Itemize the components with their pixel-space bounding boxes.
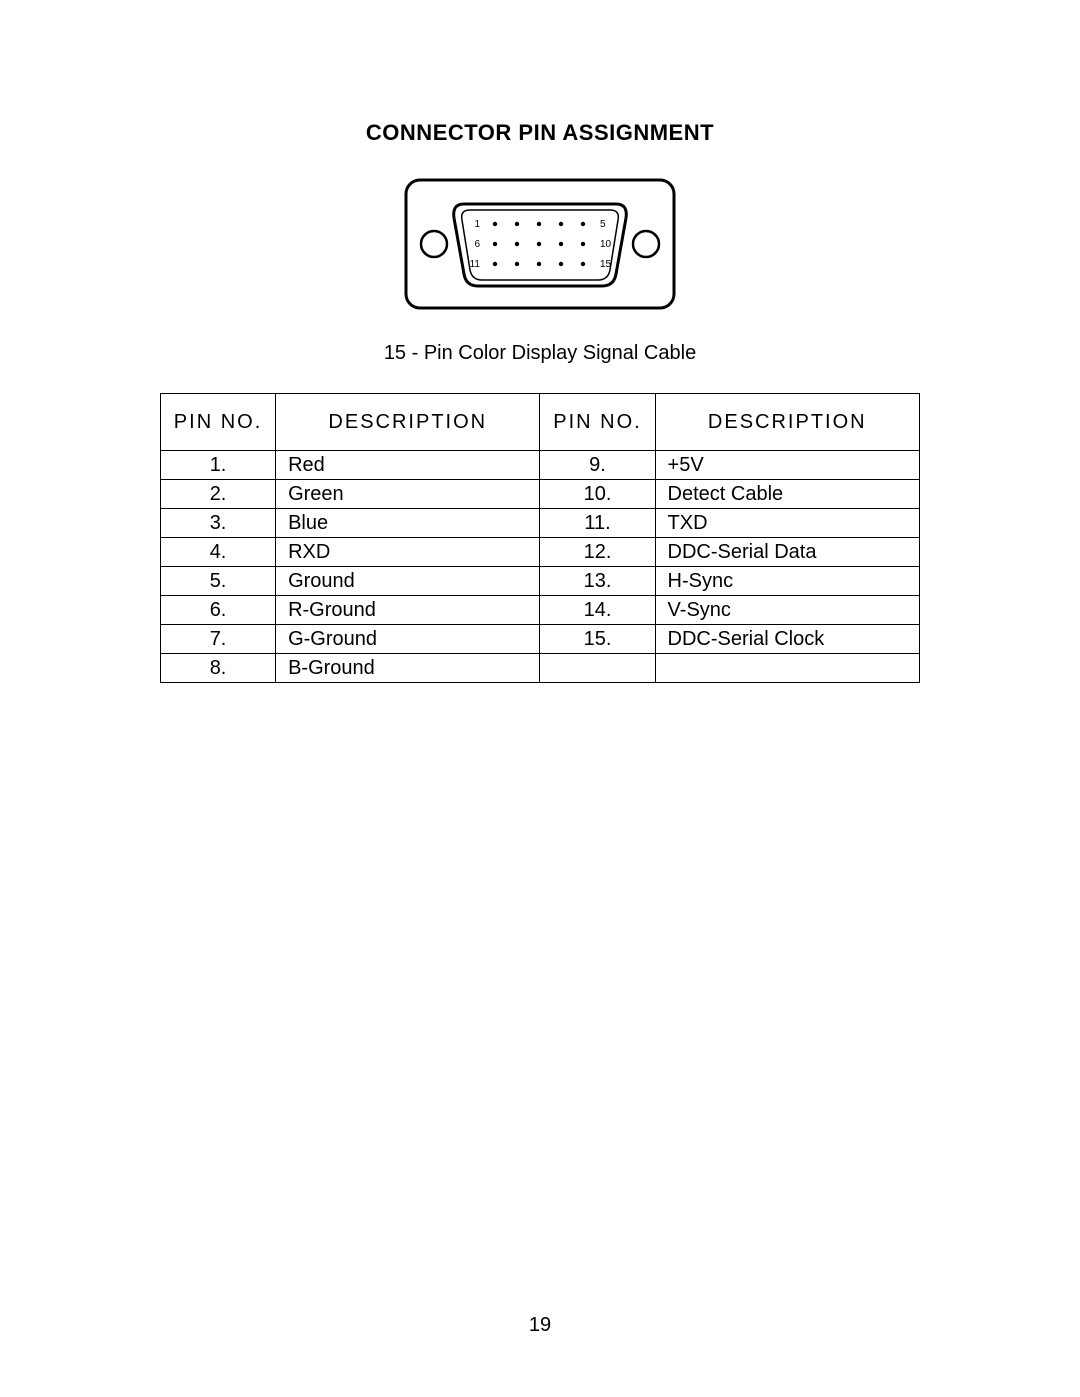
cell-pin: 12. xyxy=(540,538,655,567)
cell-pin: 2. xyxy=(161,480,276,509)
cell-desc: Green xyxy=(276,480,540,509)
cell-desc: DDC-Serial Data xyxy=(655,538,919,567)
cell-desc: Blue xyxy=(276,509,540,538)
table-row: 5.Ground13.H-Sync xyxy=(161,567,920,596)
vga-connector-icon: 156101115 xyxy=(400,174,680,314)
connector-diagram: 156101115 xyxy=(0,174,1080,314)
cell-pin xyxy=(540,654,655,683)
svg-text:15: 15 xyxy=(600,259,612,270)
table-row: 7.G-Ground15.DDC-Serial Clock xyxy=(161,625,920,654)
cell-pin: 8. xyxy=(161,654,276,683)
cell-pin: 3. xyxy=(161,509,276,538)
page-title: CONNECTOR PIN ASSIGNMENT xyxy=(0,120,1080,146)
table-row: 2.Green10.Detect Cable xyxy=(161,480,920,509)
header-pin-2: PIN NO. xyxy=(540,394,655,451)
cell-pin: 13. xyxy=(540,567,655,596)
svg-text:10: 10 xyxy=(600,239,612,250)
table-row: 6.R-Ground14.V-Sync xyxy=(161,596,920,625)
svg-text:11: 11 xyxy=(470,259,481,270)
cell-desc: DDC-Serial Clock xyxy=(655,625,919,654)
svg-text:5: 5 xyxy=(600,219,606,230)
cell-desc: +5V xyxy=(655,451,919,480)
cell-desc: V-Sync xyxy=(655,596,919,625)
cell-pin: 4. xyxy=(161,538,276,567)
cell-desc: H-Sync xyxy=(655,567,919,596)
page-number: 19 xyxy=(0,1314,1080,1337)
cell-pin: 14. xyxy=(540,596,655,625)
header-desc-2: DESCRIPTION xyxy=(655,394,919,451)
header-desc-1: DESCRIPTION xyxy=(276,394,540,451)
cell-desc: G-Ground xyxy=(276,625,540,654)
cell-desc xyxy=(655,654,919,683)
table-header-row: PIN NO. DESCRIPTION PIN NO. DESCRIPTION xyxy=(161,394,920,451)
cell-desc: RXD xyxy=(276,538,540,567)
figure-caption: 15 - Pin Color Display Signal Cable xyxy=(0,342,1080,365)
table-row: 3.Blue11.TXD xyxy=(161,509,920,538)
cell-pin: 5. xyxy=(161,567,276,596)
pin-assignment-table: PIN NO. DESCRIPTION PIN NO. DESCRIPTION … xyxy=(160,393,920,683)
cell-desc: Red xyxy=(276,451,540,480)
svg-text:6: 6 xyxy=(474,239,480,250)
header-pin-1: PIN NO. xyxy=(161,394,276,451)
cell-pin: 9. xyxy=(540,451,655,480)
cell-desc: Ground xyxy=(276,567,540,596)
cell-desc: Detect Cable xyxy=(655,480,919,509)
document-page: CONNECTOR PIN ASSIGNMENT 156101115 15 - … xyxy=(0,0,1080,1397)
svg-text:1: 1 xyxy=(474,219,480,230)
cell-pin: 11. xyxy=(540,509,655,538)
cell-pin: 6. xyxy=(161,596,276,625)
cell-pin: 1. xyxy=(161,451,276,480)
cell-desc: TXD xyxy=(655,509,919,538)
table-row: 1.Red9.+5V xyxy=(161,451,920,480)
table-row: 8.B-Ground xyxy=(161,654,920,683)
cell-desc: B-Ground xyxy=(276,654,540,683)
cell-pin: 10. xyxy=(540,480,655,509)
cell-pin: 7. xyxy=(161,625,276,654)
cell-pin: 15. xyxy=(540,625,655,654)
cell-desc: R-Ground xyxy=(276,596,540,625)
table-row: 4.RXD12.DDC-Serial Data xyxy=(161,538,920,567)
